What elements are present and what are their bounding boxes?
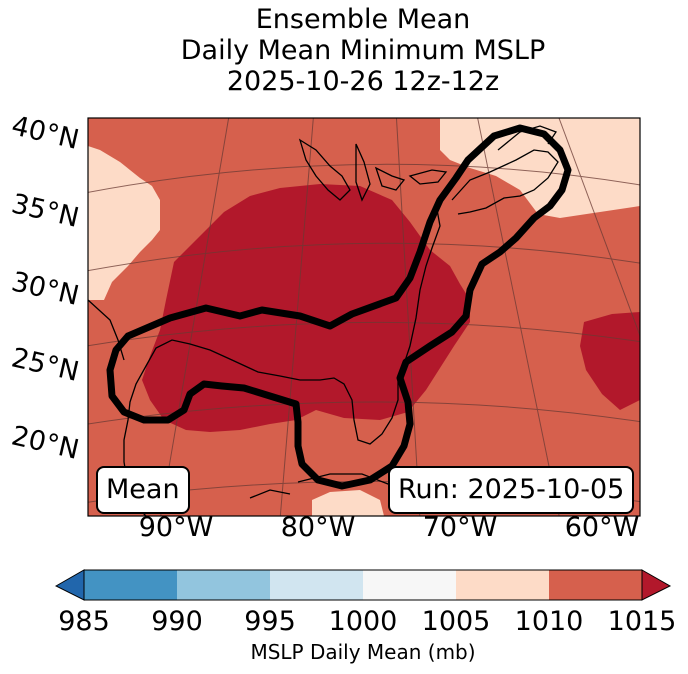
colorbar-bin-995-1000 xyxy=(270,570,363,600)
colorbar-tick-990: 990 xyxy=(151,606,203,637)
lon-label-70w: 70°W xyxy=(422,512,498,543)
colorbar-tick-1000: 1000 xyxy=(328,606,398,637)
lon-label-80w: 80°W xyxy=(280,512,356,543)
colorbar-tick-1010: 1010 xyxy=(514,606,584,637)
colorbar-tick-995: 995 xyxy=(244,606,296,637)
mean-label-box: Mean xyxy=(96,466,190,514)
pressure-field-1005-1010-south xyxy=(312,490,384,516)
map-panel xyxy=(87,117,641,517)
title-line-3: 2025-10-26 12z-12z xyxy=(226,66,500,97)
colorbar-bin-1005-1010 xyxy=(456,570,549,600)
colorbar-outline xyxy=(83,569,643,601)
lon-label-60w: 60°W xyxy=(564,512,640,543)
colorbar-extend-high xyxy=(641,569,672,601)
pressure-field-over-1015-east xyxy=(580,312,640,410)
pressure-field-over-1015 xyxy=(142,184,470,432)
map-frame xyxy=(87,117,641,517)
colorbar-tick-1015: 1015 xyxy=(607,606,677,637)
lon-label-90w: 90°W xyxy=(138,512,214,543)
thick-contour-1015 xyxy=(106,124,572,490)
colorbar-tick-985: 985 xyxy=(58,606,110,637)
colorbar-bin-1010-1015 xyxy=(549,570,642,600)
pressure-field-1005-1010-west xyxy=(88,118,160,300)
colorbar-bin-1000-1005 xyxy=(363,570,456,600)
colorbar-bin-985-990 xyxy=(84,570,177,600)
colorbar xyxy=(54,569,672,601)
run-date-box: Run: 2025-10-05 xyxy=(388,466,635,514)
title-line-2: Daily Mean Minimum MSLP xyxy=(180,35,546,66)
colorbar-label: MSLP Daily Mean (mb) xyxy=(250,640,476,664)
colorbar-tick-1005: 1005 xyxy=(421,606,491,637)
colorbar-bin-990-995 xyxy=(177,570,270,600)
chart-title: Ensemble Mean Daily Mean Minimum MSLP 20… xyxy=(0,4,688,97)
title-line-1: Ensemble Mean xyxy=(255,4,471,35)
colorbar-extend-low xyxy=(54,569,85,601)
